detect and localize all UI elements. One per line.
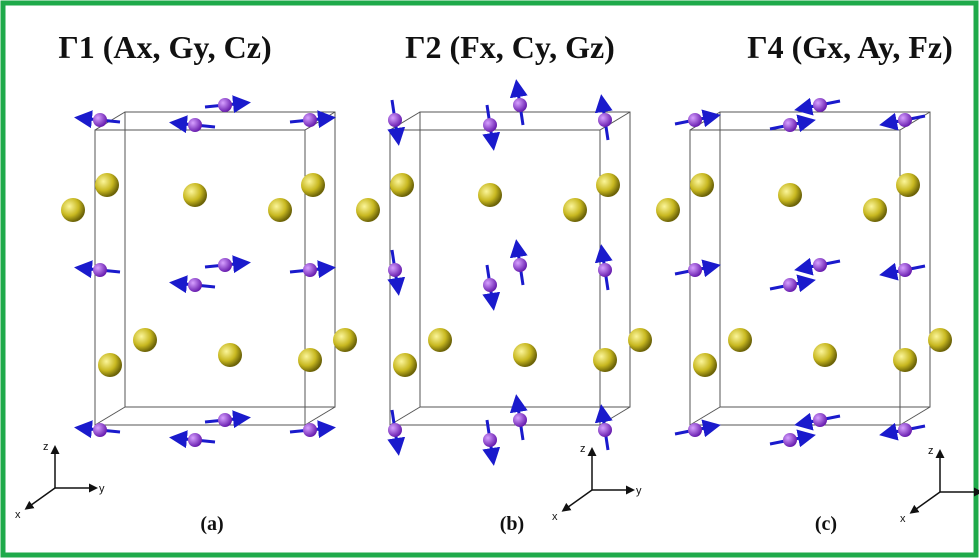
magnetic-atom: [513, 98, 527, 112]
axis-label: x: [552, 511, 558, 523]
axis-label: x: [900, 513, 906, 525]
yellow-atom: [896, 173, 920, 197]
yellow-atom: [428, 328, 452, 352]
yellow-atom: [95, 173, 119, 197]
yellow-atom: [268, 198, 292, 222]
yellow-atom: [390, 173, 414, 197]
panel-label: (b): [500, 513, 524, 535]
magnetic-atom: [783, 118, 797, 132]
yellow-atom: [301, 173, 325, 197]
axis-arrow: [912, 492, 940, 512]
magnetic-atom: [388, 113, 402, 127]
yellow-atom: [218, 343, 242, 367]
magnetic-atom: [218, 98, 232, 112]
yellow-atom: [813, 343, 837, 367]
magnetic-atom: [813, 98, 827, 112]
magnetic-atom: [898, 113, 912, 127]
yellow-atom: [333, 328, 357, 352]
axis-label: z: [928, 445, 934, 457]
yellow-atom: [728, 328, 752, 352]
yellow-atom: [393, 353, 417, 377]
magnetic-atom: [218, 258, 232, 272]
magnetic-atom: [388, 423, 402, 437]
yellow-atom: [693, 353, 717, 377]
yellow-atom: [298, 348, 322, 372]
magnetic-atom: [598, 113, 612, 127]
magnetic-atom: [513, 258, 527, 272]
magnetic-atom: [813, 413, 827, 427]
yellow-atom: [356, 198, 380, 222]
cell-edge: [305, 407, 335, 425]
axis-label: y: [99, 483, 105, 495]
axis-arrow: [27, 488, 55, 508]
magnetic-atom: [388, 263, 402, 277]
axis-label: x: [15, 509, 21, 521]
magnetic-atom: [303, 113, 317, 127]
axis-label: z: [580, 443, 586, 455]
yellow-atom: [563, 198, 587, 222]
yellow-atom: [513, 343, 537, 367]
magnetic-atom: [688, 263, 702, 277]
magnetic-atom: [598, 263, 612, 277]
yellow-atom: [928, 328, 952, 352]
cell-edge: [95, 407, 125, 425]
magnetic-atom: [483, 433, 497, 447]
magnetic-atom: [93, 113, 107, 127]
axis-arrow: [564, 490, 592, 510]
cell-edge: [690, 407, 720, 425]
magnetic-atom: [188, 433, 202, 447]
structures: zyxzyxzyx: [15, 85, 979, 525]
magnetic-atom: [513, 413, 527, 427]
magnetic-atom: [898, 423, 912, 437]
magnetic-atom: [688, 423, 702, 437]
panel-label: (a): [200, 513, 223, 535]
cell-edge: [690, 130, 900, 425]
cell-edge: [95, 130, 305, 425]
magnetic-atom: [93, 423, 107, 437]
yellow-atom: [690, 173, 714, 197]
yellow-atom: [863, 198, 887, 222]
yellow-atom: [596, 173, 620, 197]
yellow-atom: [593, 348, 617, 372]
yellow-atom: [628, 328, 652, 352]
magnetic-atom: [783, 433, 797, 447]
magnetic-atom: [783, 278, 797, 292]
magnetic-atom: [93, 263, 107, 277]
panel-label: (c): [815, 513, 837, 535]
magnetic-atom: [303, 263, 317, 277]
panel-title: Γ1 (Ax, Gy, Cz): [58, 29, 271, 65]
magnetic-atom: [303, 423, 317, 437]
figure: Γ1 (Ax, Gy, Cz) Γ2 (Fx, Cy, Gz) Γ4 (Gx, …: [0, 0, 979, 558]
magnetic-atom: [483, 118, 497, 132]
panel-title: Γ2 (Fx, Cy, Gz): [405, 29, 615, 65]
panel-title: Γ4 (Gx, Ay, Fz): [747, 29, 953, 65]
yellow-atom: [61, 198, 85, 222]
cell-edge: [390, 130, 600, 425]
axis-label: z: [43, 441, 49, 453]
yellow-atom: [656, 198, 680, 222]
yellow-atom: [478, 183, 502, 207]
magnetic-atom: [188, 118, 202, 132]
yellow-atom: [893, 348, 917, 372]
magnetic-atom: [688, 113, 702, 127]
yellow-atom: [98, 353, 122, 377]
yellow-atom: [183, 183, 207, 207]
magnetic-atom: [898, 263, 912, 277]
cell-edge: [900, 407, 930, 425]
magnetic-atom: [813, 258, 827, 272]
magnetic-atom: [188, 278, 202, 292]
yellow-atom: [133, 328, 157, 352]
magnetic-atom: [218, 413, 232, 427]
yellow-atom: [778, 183, 802, 207]
magnetic-atom: [483, 278, 497, 292]
magnetic-atom: [598, 423, 612, 437]
axis-label: y: [636, 485, 642, 497]
